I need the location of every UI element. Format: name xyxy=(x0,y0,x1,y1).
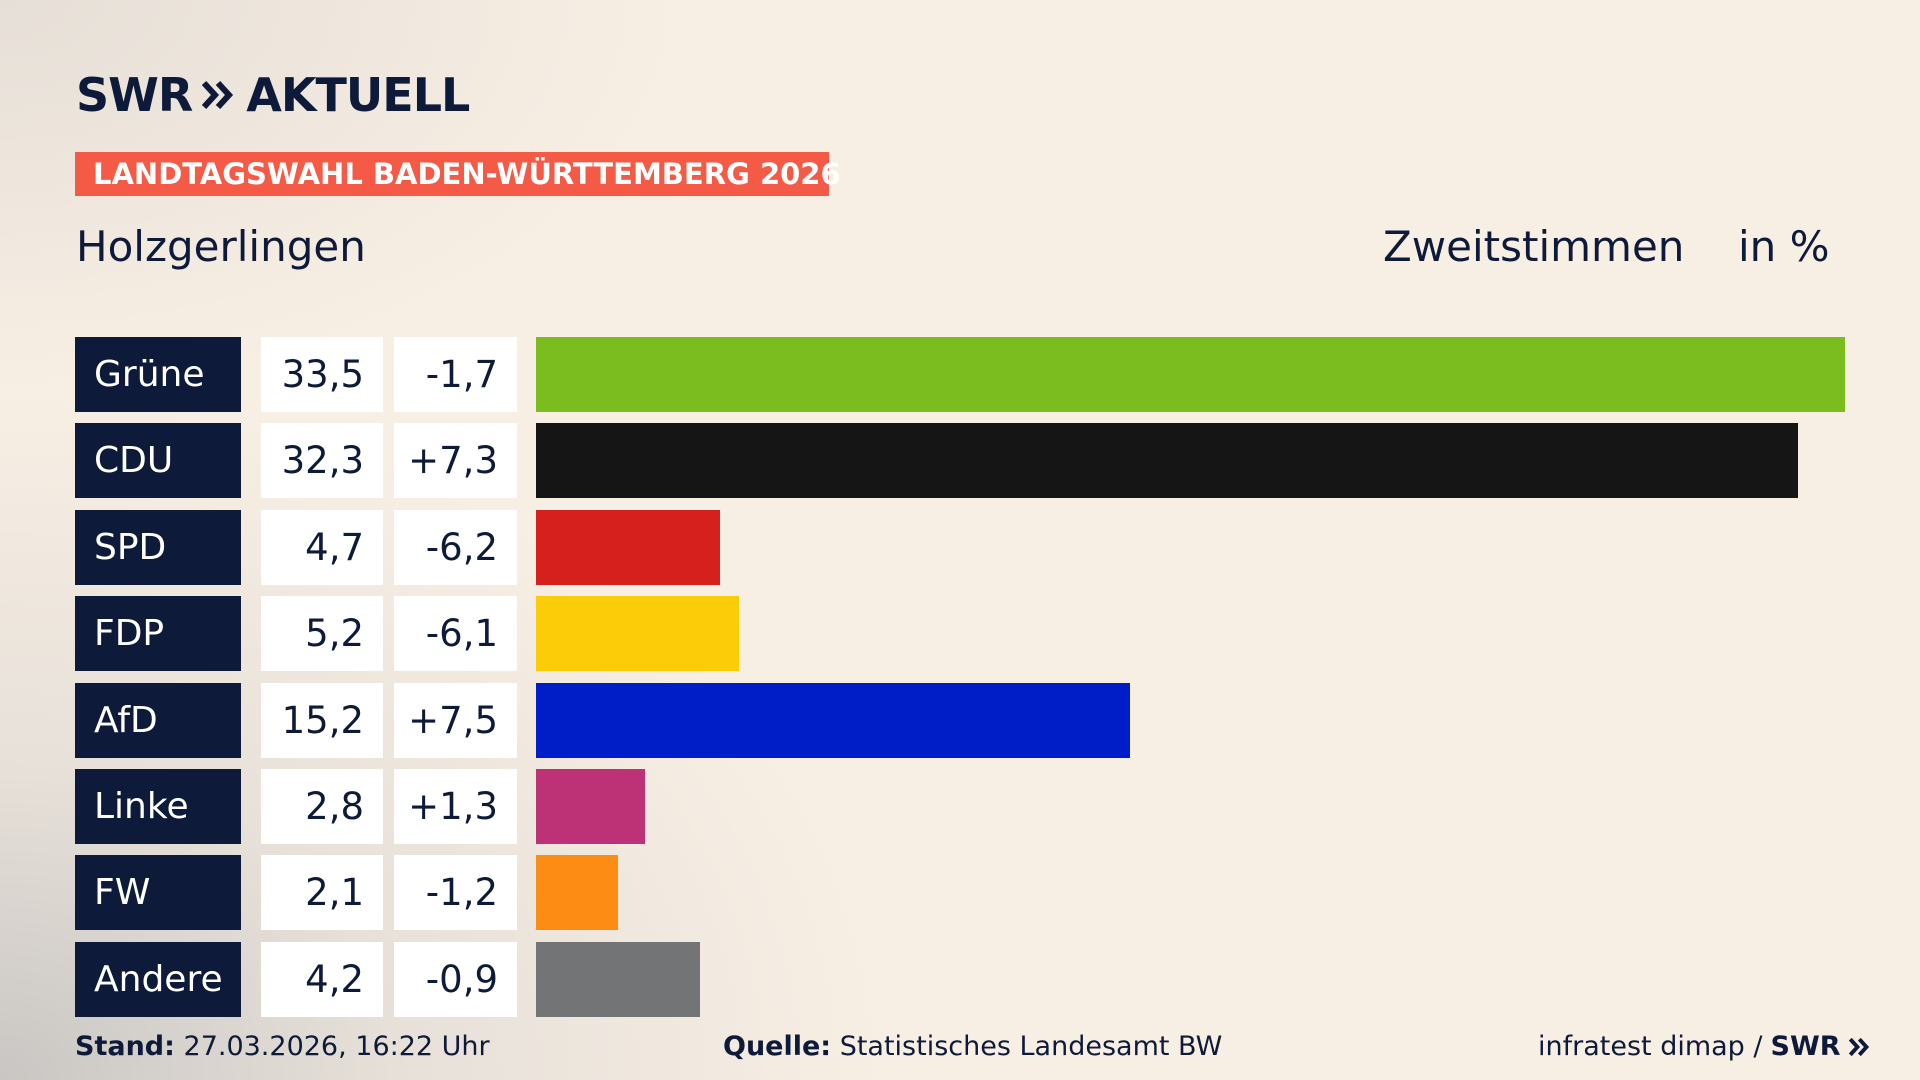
credit-brand: SWR xyxy=(1770,1031,1841,1062)
value-label: 2,1 xyxy=(261,855,383,931)
party-name: Linke xyxy=(75,769,241,844)
bar xyxy=(536,769,646,844)
change-label: -6,2 xyxy=(394,509,517,585)
bar xyxy=(536,423,1799,499)
title-banner: LANDTAGSWAHL BADEN-WÜRTTEMBERG 2026 xyxy=(75,152,841,196)
value-label: 32,3 xyxy=(261,423,383,499)
brand-name: SWR xyxy=(76,68,193,122)
value-label: 15,2 xyxy=(261,682,383,758)
bar xyxy=(536,682,1130,758)
credit: infratest dimap / xyxy=(1538,1031,1763,1062)
bar xyxy=(536,941,701,1017)
change-label: -6,1 xyxy=(394,596,517,672)
chevrons-small xyxy=(1848,1037,1869,1056)
footer-source: Quelle: Statistisches Landesamt BW xyxy=(723,1031,1222,1062)
bar xyxy=(536,509,720,585)
chevrons xyxy=(202,80,234,110)
bar xyxy=(536,855,619,931)
source: Statistisches Landesamt BW xyxy=(839,1031,1223,1062)
change-label: -0,9 xyxy=(394,941,517,1017)
brand-product: AKTUELL xyxy=(246,68,470,122)
source-label: Quelle: xyxy=(723,1031,832,1062)
measure: Zweitstimmen xyxy=(1383,222,1685,271)
bar xyxy=(536,596,740,672)
date-label: Stand: xyxy=(75,1031,175,1062)
date: 27.03.2026, 16:22 Uhr xyxy=(183,1031,490,1062)
footer-credit: infratest dimap / SWR xyxy=(1538,1031,1871,1062)
party-name: CDU xyxy=(75,423,241,499)
value-label: 33,5 xyxy=(261,337,383,412)
unit: in % xyxy=(1738,222,1830,271)
party-name: FDP xyxy=(75,596,241,672)
party-name: FW xyxy=(75,855,241,931)
change-label: +7,3 xyxy=(394,423,517,499)
value-label: 4,2 xyxy=(261,941,383,1017)
subtitle: Holzgerlingen xyxy=(76,222,366,271)
change-label: -1,2 xyxy=(394,855,517,931)
value-label: 4,7 xyxy=(261,509,383,585)
change-label: +7,5 xyxy=(394,682,517,758)
logo: SWR AKTUELL xyxy=(76,68,470,122)
footer-date: Stand: 27.03.2026, 16:22 Uhr xyxy=(75,1031,490,1062)
party-name: SPD xyxy=(75,509,241,585)
change-label: -1,7 xyxy=(394,337,517,412)
value-label: 2,8 xyxy=(261,769,383,844)
party-name: Andere xyxy=(75,941,241,1017)
value-label: 5,2 xyxy=(261,596,383,672)
party-name: Grüne xyxy=(75,337,241,412)
party-name: AfD xyxy=(75,682,241,758)
bar xyxy=(536,337,1845,412)
change-label: +1,3 xyxy=(394,769,517,844)
